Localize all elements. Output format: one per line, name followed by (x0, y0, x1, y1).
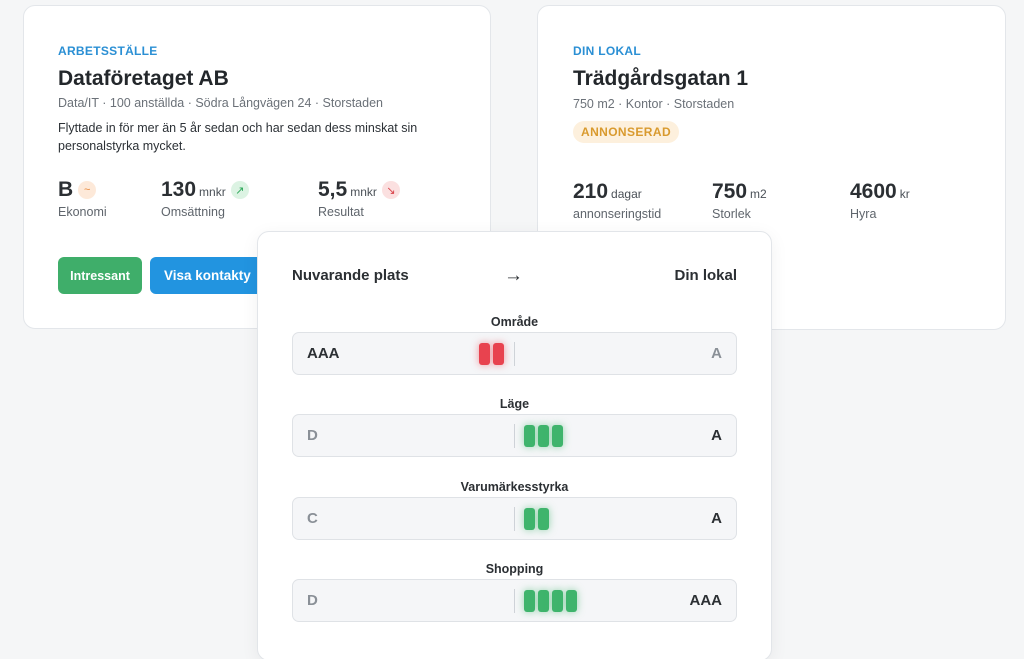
category-label: Shopping (485, 562, 544, 576)
trend-up-icon: ↗ (230, 181, 249, 199)
to-grade: AAA (689, 592, 723, 609)
stat-unit: mnkr (199, 185, 226, 199)
to-grade: A (711, 427, 722, 444)
category-label: Varumärkesstyrka (460, 480, 569, 494)
improvement-step (524, 425, 535, 447)
from-grade: C (307, 510, 318, 527)
premises-meta: 750 m2 · Kontor · Storstaden (573, 97, 735, 111)
stat-value: 130 (161, 178, 197, 201)
stat-value: 750 (712, 180, 748, 203)
stat-result: 5,5 mnkr ↘ Resultat (318, 178, 400, 219)
stat-value: 210 (573, 180, 609, 203)
center-divider (514, 342, 515, 366)
decline-step (479, 343, 490, 365)
trend-down-icon: ↘ (381, 181, 400, 199)
stat-rent: 4600 kr Hyra (850, 180, 910, 221)
improvement-step (538, 425, 549, 447)
comparison-row: D AAA (292, 579, 737, 622)
stat-size: 750 m2 Storlek (712, 180, 767, 221)
interested-button[interactable]: Intressant (58, 257, 142, 294)
stat-economy: B ~ Ekonomi (58, 178, 107, 219)
stat-label: Resultat (318, 205, 364, 219)
decline-step (493, 343, 504, 365)
comparison-row: AAA A (292, 332, 737, 375)
workplace-eyebrow: ARBETSSTÄLLE (58, 44, 158, 58)
to-grade: A (711, 345, 722, 362)
from-grade: D (307, 427, 318, 444)
center-divider (514, 589, 515, 613)
stat-listing-time: 210 dagar annonseringstid (573, 180, 661, 221)
stat-unit: kr (899, 187, 910, 201)
category-label: Område (490, 315, 539, 329)
stat-label: Hyra (850, 207, 877, 221)
from-grade: AAA (307, 345, 340, 362)
center-divider (514, 424, 515, 448)
stat-label: Ekonomi (58, 205, 107, 219)
stat-unit: mnkr (350, 185, 377, 199)
from-grade: D (307, 592, 318, 609)
trend-flat-icon: ~ (78, 181, 97, 199)
stat-value: B (58, 178, 74, 201)
stat-unit: m2 (750, 187, 767, 201)
improvement-step (524, 508, 535, 530)
stat-value: 5,5 (318, 178, 348, 201)
comparison-popover: Nuvarande plats → Din lokal Område AAA A… (257, 231, 772, 659)
category-label: Läge (499, 397, 530, 411)
center-divider (514, 507, 515, 531)
arrow-right-icon: → (504, 265, 523, 286)
stat-revenue: 130 mnkr ↗ Omsättning (161, 178, 249, 219)
comparison-row: D A (292, 414, 737, 457)
premises-name: Trädgårdsgatan 1 (573, 67, 749, 90)
stat-label: Storlek (712, 207, 751, 221)
improvement-step (552, 590, 563, 612)
to-grade: A (711, 510, 722, 527)
stat-label: Omsättning (161, 205, 225, 219)
premises-eyebrow: DIN LOKAL (573, 44, 642, 58)
current-location-heading: Nuvarande plats (292, 267, 409, 284)
stat-unit: dagar (611, 187, 642, 201)
improvement-step (524, 590, 535, 612)
improvement-step (538, 508, 549, 530)
your-premises-heading: Din lokal (674, 267, 737, 284)
workplace-meta: Data/IT · 100 anställda · Södra Långväge… (58, 96, 383, 110)
stat-value: 4600 (850, 180, 897, 203)
comparison-row: C A (292, 497, 737, 540)
improvement-step (538, 590, 549, 612)
improvement-step (552, 425, 563, 447)
workplace-description: Flyttade in för mer än 5 år sedan och ha… (58, 121, 418, 153)
workplace-name: Dataföretaget AB (58, 67, 229, 90)
improvement-step (566, 590, 577, 612)
stat-label: annonseringstid (573, 207, 662, 221)
status-badge: ANNONSERAD (573, 121, 680, 143)
